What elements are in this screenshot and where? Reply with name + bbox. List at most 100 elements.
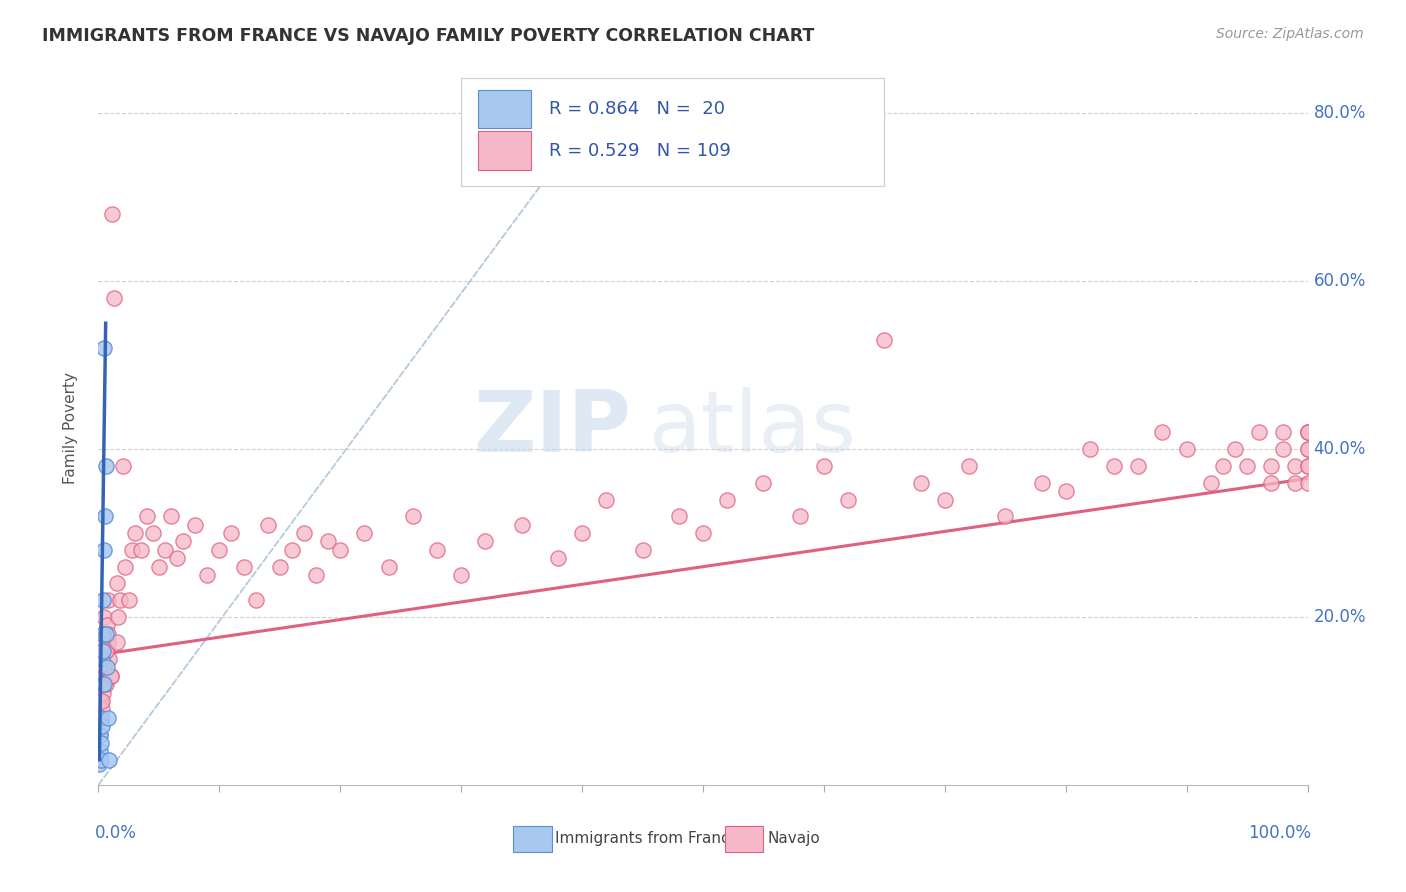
Point [668, 509, 690, 524]
Point [103, 291, 125, 305]
Point [90, 711, 112, 725]
FancyBboxPatch shape [478, 90, 531, 128]
Point [1223, 442, 1246, 457]
Point [91, 652, 114, 666]
Point [269, 559, 291, 574]
Text: Source: ZipAtlas.com: Source: ZipAtlas.com [1216, 27, 1364, 41]
Point [208, 542, 231, 557]
Point [1296, 458, 1319, 473]
Point [90, 736, 112, 750]
Point [716, 492, 738, 507]
Text: ZIP: ZIP [472, 386, 630, 470]
Point [97, 627, 120, 641]
Point [121, 542, 143, 557]
Point [91, 627, 114, 641]
Point [129, 542, 152, 557]
Point [90, 669, 112, 683]
Point [107, 610, 129, 624]
Point [752, 475, 775, 490]
Text: 100.0%: 100.0% [1249, 824, 1312, 842]
Point [934, 492, 956, 507]
Point [789, 509, 811, 524]
Point [97, 593, 120, 607]
Point [571, 526, 593, 541]
Point [89, 643, 111, 657]
Point [94, 643, 117, 657]
Point [91, 677, 114, 691]
Point [377, 559, 399, 574]
Text: Navajo: Navajo [768, 831, 820, 846]
Point [114, 559, 136, 574]
Point [813, 458, 835, 473]
Point [93, 542, 115, 557]
FancyBboxPatch shape [724, 826, 763, 852]
Point [90, 719, 112, 733]
Point [184, 517, 207, 532]
Point [1260, 458, 1282, 473]
Point [316, 534, 339, 549]
Point [1102, 458, 1125, 473]
Text: 80.0%: 80.0% [1313, 104, 1367, 122]
Point [510, 517, 533, 532]
Point [108, 593, 131, 607]
Point [837, 492, 859, 507]
Point [105, 635, 128, 649]
Point [281, 542, 304, 557]
Point [93, 677, 115, 691]
Point [160, 509, 183, 524]
Point [91, 593, 114, 607]
Point [91, 685, 114, 699]
Point [90, 635, 112, 649]
Point [692, 526, 714, 541]
Point [90, 753, 112, 767]
Point [172, 534, 194, 549]
Point [118, 593, 141, 607]
Point [1152, 425, 1174, 440]
Point [292, 526, 315, 541]
Point [142, 526, 165, 541]
Point [873, 333, 896, 347]
Point [94, 509, 117, 524]
Point [353, 526, 375, 541]
Point [96, 660, 118, 674]
Point [100, 669, 122, 683]
Point [1296, 458, 1319, 473]
Point [1249, 425, 1271, 440]
Point [1296, 425, 1319, 440]
Point [89, 744, 111, 758]
Point [166, 551, 188, 566]
Point [1260, 475, 1282, 490]
Point [1175, 442, 1198, 457]
Point [1284, 475, 1306, 490]
Point [910, 475, 932, 490]
Point [256, 517, 278, 532]
Point [94, 458, 117, 473]
Text: IMMIGRANTS FROM FRANCE VS NAVAJO FAMILY POVERTY CORRELATION CHART: IMMIGRANTS FROM FRANCE VS NAVAJO FAMILY … [42, 27, 814, 45]
Point [98, 652, 121, 666]
Text: 0.0%: 0.0% [94, 824, 136, 842]
Point [94, 677, 117, 691]
Point [100, 207, 122, 221]
Point [91, 627, 114, 641]
Point [631, 542, 654, 557]
Text: atlas: atlas [648, 386, 856, 470]
Point [474, 534, 496, 549]
Point [93, 610, 115, 624]
Point [89, 756, 111, 771]
Point [305, 568, 328, 582]
Text: Immigrants from France: Immigrants from France [555, 831, 740, 846]
Point [232, 559, 254, 574]
FancyBboxPatch shape [478, 131, 531, 169]
Point [1212, 458, 1234, 473]
Point [135, 509, 157, 524]
Point [1284, 458, 1306, 473]
Point [1054, 484, 1077, 499]
Point [402, 509, 425, 524]
Point [1128, 458, 1150, 473]
Point [89, 711, 111, 725]
Point [93, 660, 115, 674]
Point [153, 542, 176, 557]
Point [93, 643, 115, 657]
Text: 60.0%: 60.0% [1313, 272, 1367, 290]
Point [1296, 425, 1319, 440]
